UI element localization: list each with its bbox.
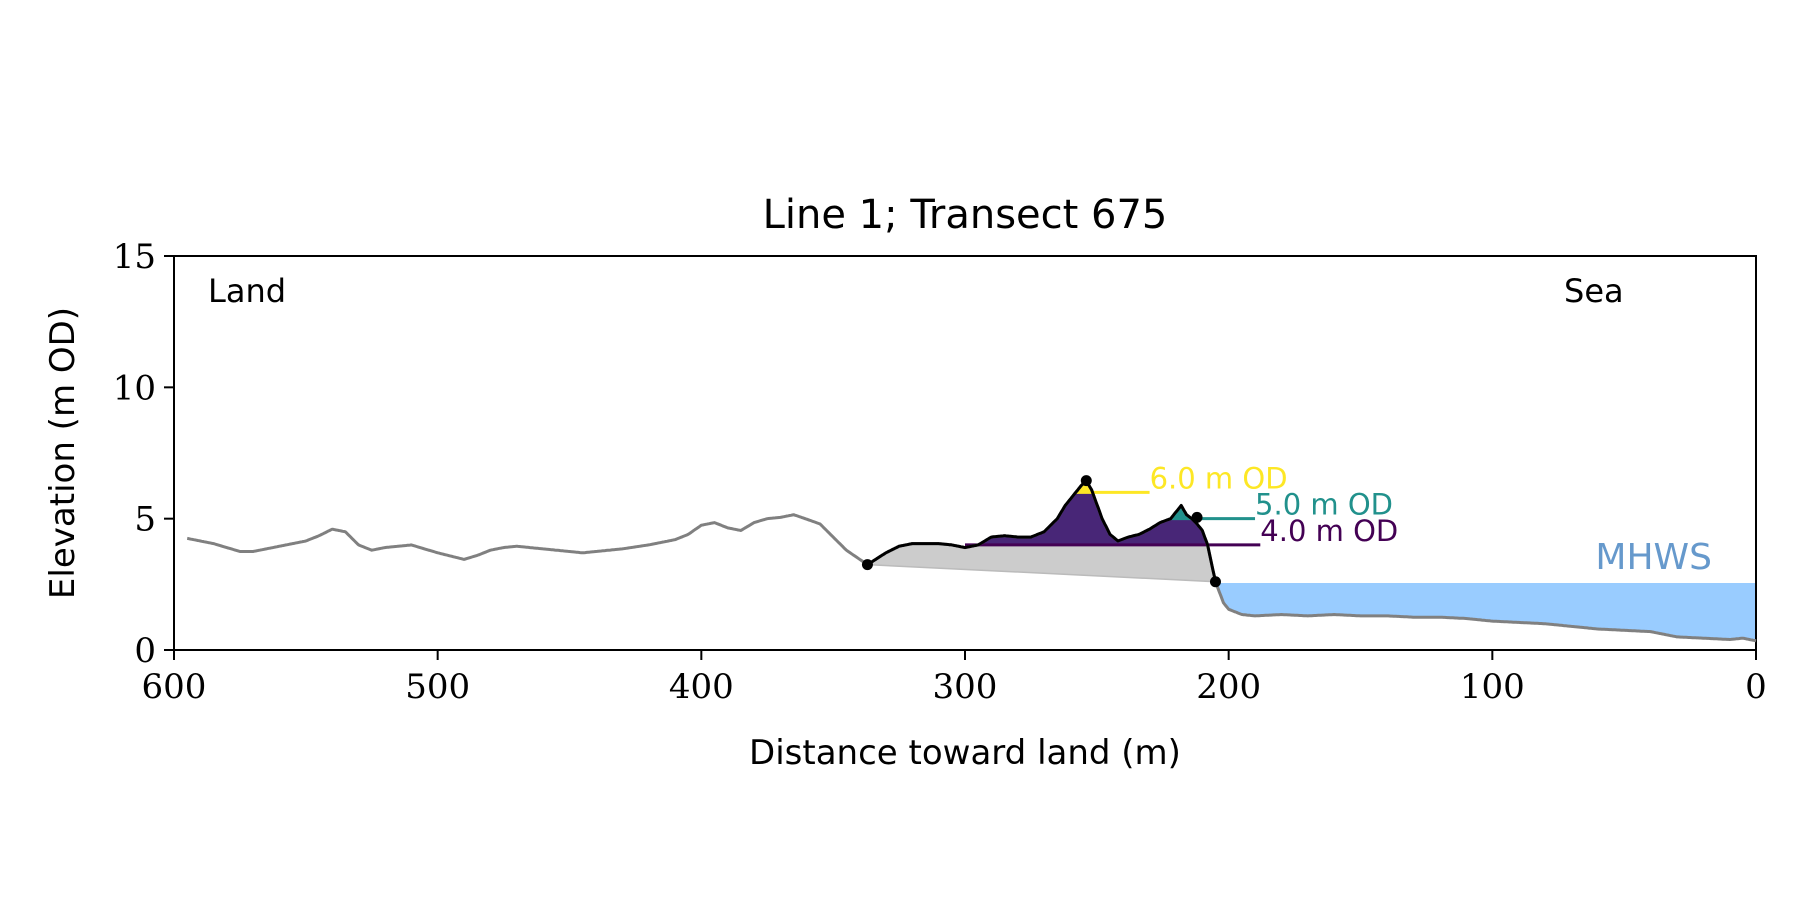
x-tick-label: 0	[1745, 667, 1767, 707]
dune-profile-line	[866, 479, 1217, 583]
y-tick-label: 15	[113, 237, 156, 277]
x-axis: 600 500 400 300 200 100 0	[142, 650, 1767, 707]
y-axis-label: Elevation (m OD)	[43, 307, 83, 599]
level-6-label: 6.0 m OD	[1150, 461, 1288, 495]
dune-marker-1	[861, 559, 873, 571]
plot-area	[867, 480, 1756, 641]
x-axis-label: Distance toward land (m)	[749, 733, 1181, 773]
x-tick-label: 600	[142, 667, 207, 707]
y-tick-label: 0	[134, 631, 156, 671]
dune-marker-4	[1209, 576, 1221, 588]
land-annotation: Land	[208, 272, 286, 310]
level-5-label: 5.0 m OD	[1255, 488, 1393, 522]
level-4-label: 4.0 m OD	[1260, 514, 1398, 548]
x-tick-label: 300	[933, 667, 998, 707]
y-tick-label: 5	[134, 500, 156, 540]
mhws-sea-fill	[1215, 583, 1756, 641]
dune-marker-2	[1080, 475, 1092, 487]
chart-title: Line 1; Transect 675	[763, 192, 1168, 238]
x-tick-label: 100	[1460, 667, 1525, 707]
y-tick-label: 10	[113, 368, 156, 408]
sea-annotation: Sea	[1564, 272, 1624, 310]
x-tick-label: 200	[1196, 667, 1261, 707]
dune-base-fill	[867, 480, 1216, 582]
dune-base-line	[867, 563, 1216, 583]
y-axis: 0 5 10 15	[113, 237, 174, 671]
x-tick-label: 500	[405, 667, 470, 707]
dune-volume-fill	[867, 480, 1216, 545]
mhws-label: MHWS	[1595, 537, 1712, 578]
overlay: 6.0 m OD5.0 m OD4.0 m OD MHWS	[186, 461, 1757, 643]
dune-marker-3	[1191, 511, 1203, 523]
x-tick-label: 400	[669, 667, 734, 707]
